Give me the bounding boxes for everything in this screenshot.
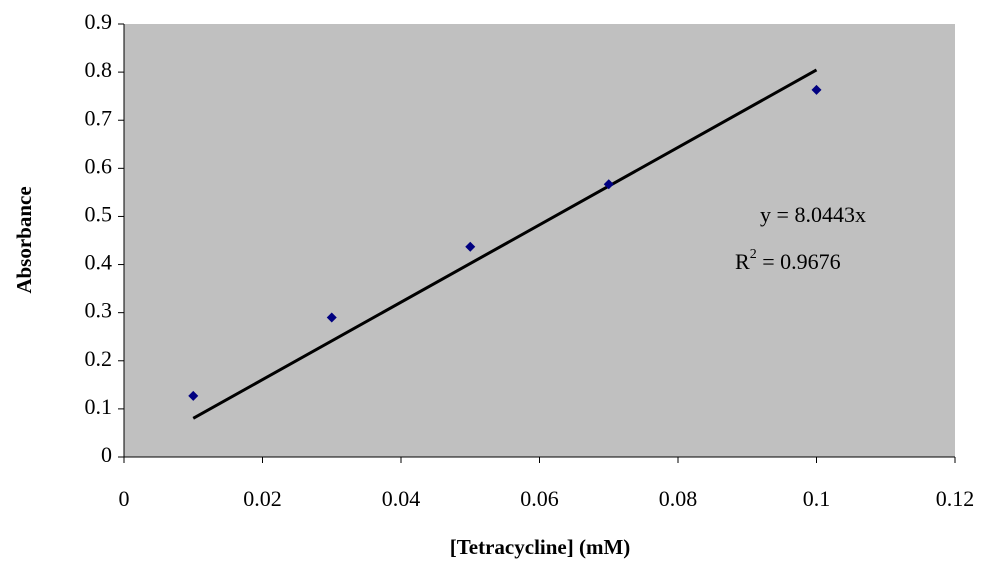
data-point <box>603 179 614 190</box>
trendline <box>192 68 818 420</box>
y-tick-label: 0.6 <box>85 153 113 178</box>
data-point <box>188 390 199 401</box>
r-prefix: R <box>735 249 750 274</box>
y-axis-title: Absorbance <box>12 186 36 293</box>
trendline-equation: y = 8.0443x <box>760 202 866 227</box>
y-tick-label: 0.9 <box>85 9 113 34</box>
r-squared: R2 = 0.9676 <box>735 247 841 274</box>
x-tick-label: 0.02 <box>243 486 282 511</box>
y-tick-label: 0.8 <box>85 57 113 82</box>
r-sup: 2 <box>750 247 757 262</box>
x-axis-title: [Tetracycline] (mM) <box>450 535 631 559</box>
data-point <box>326 312 337 323</box>
r-text: = 0.9676 <box>757 249 841 274</box>
y-tick-label: 0.1 <box>85 394 113 419</box>
x-tick-label: 0.08 <box>659 486 698 511</box>
y-tick-label: 0 <box>101 442 112 467</box>
x-tick-label: 0.04 <box>382 486 421 511</box>
x-tick-label: 0.06 <box>520 486 559 511</box>
y-tick-label: 0.2 <box>85 346 113 371</box>
x-tick-label: 0.12 <box>936 486 975 511</box>
data-point <box>811 84 822 95</box>
y-tick-label: 0.5 <box>85 201 113 226</box>
x-tick-label: 0 <box>119 486 130 511</box>
data-point <box>465 241 476 252</box>
y-tick-label: 0.4 <box>85 250 113 275</box>
y-tick-label: 0.7 <box>85 105 113 130</box>
y-tick-label: 0.3 <box>85 298 113 323</box>
x-tick-label: 0.1 <box>803 486 831 511</box>
plot-area <box>124 24 955 457</box>
